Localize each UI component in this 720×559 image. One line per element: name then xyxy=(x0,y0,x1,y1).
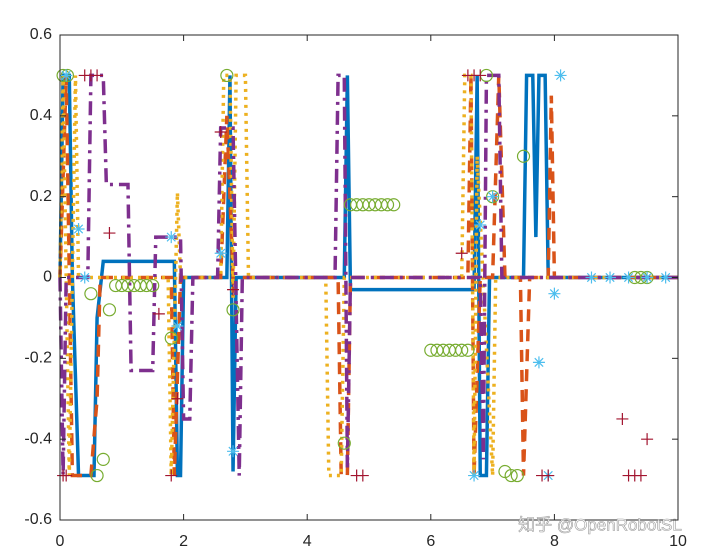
asterisk-marker xyxy=(78,271,91,284)
circle-marker xyxy=(139,278,154,293)
asterisk-marker xyxy=(532,356,545,369)
asterisk-marker xyxy=(227,445,240,458)
plus-marker xyxy=(165,469,178,482)
y-tick-label: -0.4 xyxy=(24,430,52,447)
plus-marker xyxy=(60,469,73,482)
asterisk-marker xyxy=(165,231,178,244)
line-series xyxy=(58,73,678,476)
y-tick-label: -0.6 xyxy=(24,511,52,528)
asterisk-marker xyxy=(585,271,598,284)
circle-marker xyxy=(90,468,104,483)
y-tick-label: 0.4 xyxy=(30,107,52,124)
asterisk-marker xyxy=(604,271,617,284)
plus-marker xyxy=(616,412,629,425)
y-tick-label: 0 xyxy=(43,269,52,286)
asterisk-marker xyxy=(554,69,567,82)
plus-marker xyxy=(641,433,654,446)
circle-marker xyxy=(504,468,518,483)
asterisk-marker xyxy=(474,218,487,231)
asterisk-marker xyxy=(468,469,481,482)
plus-marker xyxy=(542,469,555,482)
line-series xyxy=(58,73,678,478)
plus-marker xyxy=(455,247,468,260)
asterisk-marker xyxy=(60,69,73,82)
circle-marker xyxy=(84,287,98,301)
asterisk-marker xyxy=(622,271,635,284)
x-tick-label: 10 xyxy=(669,533,687,550)
asterisk-marker xyxy=(72,223,85,235)
x-tick-label: 6 xyxy=(426,533,435,550)
plus-marker xyxy=(356,469,369,482)
asterisk-marker xyxy=(486,190,499,203)
plus-marker xyxy=(103,227,116,240)
x-tick-label: 0 xyxy=(56,533,65,550)
plus-marker xyxy=(227,283,240,296)
x-tick-label: 8 xyxy=(550,533,559,550)
asterisk-marker xyxy=(171,320,184,332)
plus-marker xyxy=(214,126,227,138)
circle-marker xyxy=(226,303,240,317)
circle-marker xyxy=(164,331,178,345)
asterisk-marker xyxy=(548,287,561,300)
y-tick-label: -0.2 xyxy=(24,350,52,367)
circle-marker xyxy=(96,452,110,466)
plus-marker xyxy=(171,392,184,405)
x-tick-label: 2 xyxy=(179,533,188,550)
plus-marker xyxy=(91,69,104,82)
circle-marker xyxy=(146,278,160,293)
circle-marker xyxy=(455,343,469,357)
x-tick-label: 4 xyxy=(303,533,312,550)
plus-marker xyxy=(474,69,487,82)
circle-marker xyxy=(461,343,475,357)
y-tick-label: 0.6 xyxy=(30,26,52,43)
watermark: 知乎 @OpenRobotSL xyxy=(518,515,682,534)
circle-marker xyxy=(516,149,531,163)
asterisk-marker xyxy=(214,247,227,260)
circle-marker xyxy=(510,468,524,483)
circle-marker xyxy=(220,68,234,83)
plus-marker xyxy=(152,307,165,320)
plus-marker xyxy=(634,469,647,482)
asterisk-marker xyxy=(659,271,672,284)
asterisk-marker xyxy=(641,271,654,284)
circle-marker xyxy=(337,436,351,450)
circle-marker xyxy=(102,303,117,317)
plot xyxy=(56,68,678,483)
circle-marker xyxy=(387,198,401,212)
circle-marker xyxy=(380,198,395,212)
y-tick-label: 0.2 xyxy=(30,188,52,205)
